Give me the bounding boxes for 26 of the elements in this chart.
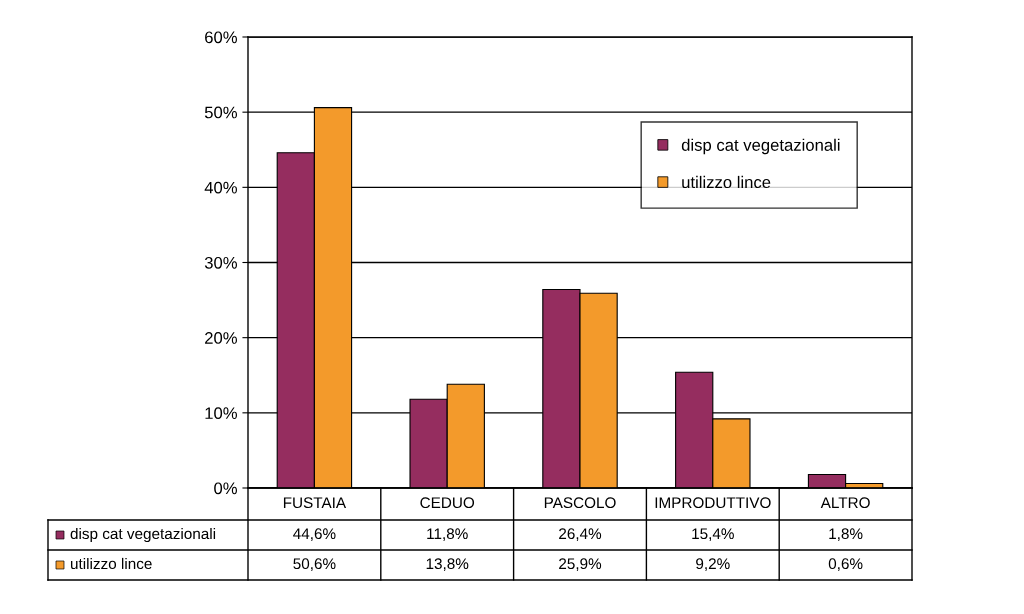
data-label: 9,2% <box>696 558 730 571</box>
x-tick-label: IMPRODUTTIVO <box>655 497 771 509</box>
data-label: 44,6% <box>293 528 336 541</box>
data-label: 13,8% <box>426 558 469 571</box>
y-tick-label: 0% <box>214 482 237 495</box>
x-tick-label: PASCOLO <box>544 497 616 509</box>
data-label: 11,8% <box>427 528 468 541</box>
data-label: 0,6% <box>828 558 863 571</box>
y-tick-label: 60% <box>205 31 237 44</box>
y-tick-label: 50% <box>204 106 237 119</box>
x-tick-label: FUSTAIA <box>283 497 347 509</box>
legend-label: disp cat vegetazionali <box>681 138 840 155</box>
text: disp cat vegetazionali <box>70 527 216 543</box>
x-tick-label: ALTRO <box>820 497 870 509</box>
data-label: 50,6% <box>293 558 336 571</box>
x-tick-label: CEDUO <box>420 497 475 509</box>
legend-label: utilizzo lince <box>682 175 771 189</box>
data-label: 26,4% <box>559 528 602 541</box>
y-tick-label: 20% <box>205 332 237 344</box>
y-tick-label: 10% <box>205 407 237 420</box>
y-tick-label: 40% <box>204 181 237 194</box>
data-label: 15,4% <box>692 528 734 541</box>
data-label: 1,8% <box>829 528 863 541</box>
y-tick-label: 30% <box>204 256 237 269</box>
text: utilizzo lince <box>70 557 152 570</box>
data-label: 25,9% <box>559 558 602 571</box>
